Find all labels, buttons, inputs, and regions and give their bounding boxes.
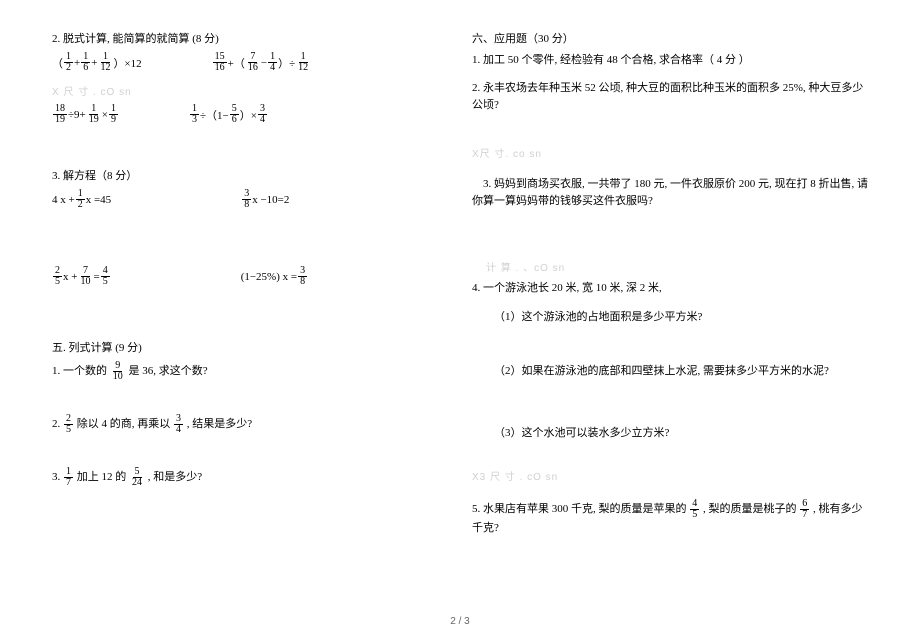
watermark-1: X 尺 寸 . cO sn <box>52 83 448 98</box>
p3-expr3: 25 x +710=45 <box>52 266 111 287</box>
p3-row1: 4 x +12 x =45 38 x −10=2 <box>52 189 448 210</box>
p2-expr4: 13÷（1−56）×34 <box>189 104 268 125</box>
p5-q3b: 加上 12 的 <box>74 471 129 483</box>
p5-q1: 1. 一个数的 910 是 36, 求这个数? <box>52 361 448 382</box>
p5-q1-frac: 910 <box>111 361 125 382</box>
p5-q3a: 3. <box>52 471 63 483</box>
p5-q2a: 2. <box>52 418 63 430</box>
p2-row1: （12+16+112）×12 1516+（716−14）÷112 <box>52 52 448 73</box>
p5-q2-frac2: 34 <box>174 414 183 435</box>
watermark-4: X3 尺 寸 . cO sn <box>472 468 868 483</box>
p6-q3: 3. 妈妈到商场买衣服, 一共带了 180 元, 一件衣服原价 200 元, 现… <box>472 176 868 211</box>
p6-q1: 1. 加工 50 个零件, 经检验有 48 个合格, 求合格率（ 4 分 ） <box>472 52 868 70</box>
p6-q4-sub2: （2）如果在游泳池的底部和四壁抹上水泥, 需要抹多少平方米的水泥? <box>494 362 868 378</box>
p5-q2c: , 结果是多少? <box>184 418 252 430</box>
p2-expr3: 1819÷9+119×19 <box>52 104 119 125</box>
p6-q5-frac2: 67 <box>800 499 809 520</box>
p5-q3: 3. 17 加上 12 的 524 , 和是多少? <box>52 467 448 488</box>
p3-title: 3. 解方程（8 分） <box>52 167 448 183</box>
p3-row2: 25 x +710=45 (1−25%) x =38 <box>52 266 448 287</box>
right-column: 六、应用题（30 分） 1. 加工 50 个零件, 经检验有 48 个合格, 求… <box>460 30 880 617</box>
p5-title: 五. 列式计算 (9 分) <box>52 339 448 355</box>
p5-q3-frac2: 524 <box>130 467 144 488</box>
p6-q5a: 5. 水果店有苹果 300 千克, 梨的质量是苹果的 <box>472 503 689 515</box>
p2-expr1: （12+16+112）×12 <box>52 52 142 73</box>
p2-title: 2. 脱式计算, 能简算的就简算 (8 分) <box>52 30 448 46</box>
watermark-3: 计 算 . 、cO sn <box>486 259 868 274</box>
p6-title: 六、应用题（30 分） <box>472 30 868 46</box>
problem-2: 2. 脱式计算, 能简算的就简算 (8 分) （12+16+112）×12 15… <box>52 30 448 125</box>
p3-expr1: 4 x +12 x =45 <box>52 189 111 210</box>
p2-expr2: 1516+（716−14）÷112 <box>212 52 311 73</box>
p3-expr2: 38 x −10=2 <box>241 189 289 210</box>
p5-q1b: 是 36, 求这个数? <box>126 365 208 377</box>
p5-q1a: 1. 一个数的 <box>52 365 110 377</box>
p5-q3-frac1: 17 <box>64 467 73 488</box>
p6-q2: 2. 永丰农场去年种玉米 52 公顷, 种大豆的面积比种玉米的面积多 25%, … <box>472 80 868 115</box>
p6-q4-sub3: （3）这个水池可以装水多少立方米? <box>494 424 868 440</box>
watermark-2: X尺 寸. co sn <box>472 145 868 160</box>
page-number: 2 / 3 <box>450 616 469 627</box>
p6-q5b: , 梨的质量是桃子的 <box>700 503 799 515</box>
p6-q4-sub1: （1）这个游泳池的占地面积是多少平方米? <box>494 308 868 324</box>
problem-5: 五. 列式计算 (9 分) 1. 一个数的 910 是 36, 求这个数? 2.… <box>52 339 448 488</box>
p5-q2: 2. 25 除以 4 的商, 再乘以 34 , 结果是多少? <box>52 414 448 435</box>
p5-q3c: , 和是多少? <box>145 471 202 483</box>
p6-q4: 4. 一个游泳池长 20 米, 宽 10 米, 深 2 米, <box>472 280 868 298</box>
p6-q5-frac1: 45 <box>690 499 699 520</box>
problem-3: 3. 解方程（8 分） 4 x +12 x =45 38 x −10=2 25 … <box>52 167 448 287</box>
p3-expr4: (1−25%) x =38 <box>241 266 308 287</box>
p2-row2: 1819÷9+119×19 13÷（1−56）×34 <box>52 104 448 125</box>
p5-q2b: 除以 4 的商, 再乘以 <box>74 418 173 430</box>
p5-q2-frac1: 25 <box>64 414 73 435</box>
left-column: 2. 脱式计算, 能简算的就简算 (8 分) （12+16+112）×12 15… <box>40 30 460 617</box>
p6-q5: 5. 水果店有苹果 300 千克, 梨的质量是苹果的 45 , 梨的质量是桃子的… <box>472 499 868 538</box>
